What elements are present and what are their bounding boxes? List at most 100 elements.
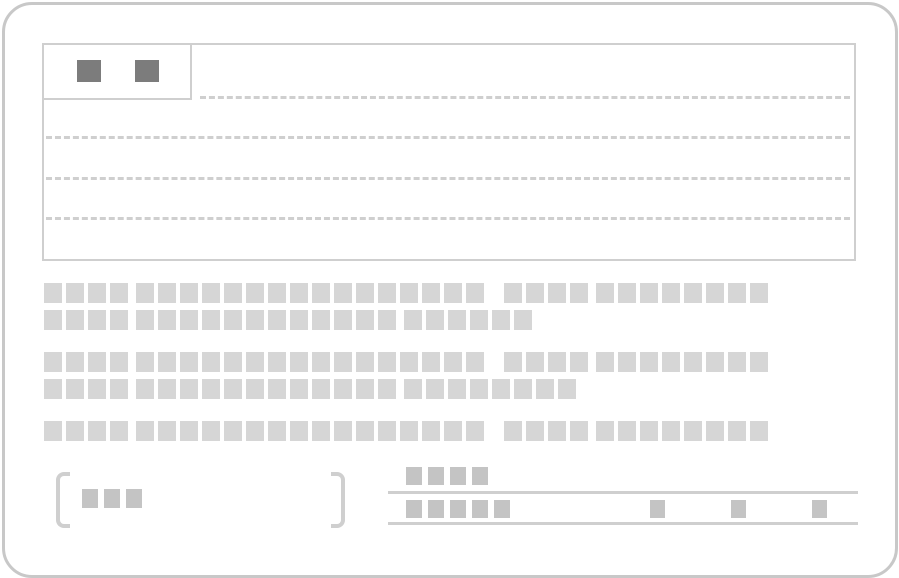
placeholder-block — [44, 310, 62, 330]
placeholder-block — [618, 421, 636, 441]
placeholder-block — [406, 467, 422, 485]
placeholder-block — [224, 421, 242, 441]
placeholder-block — [466, 421, 484, 441]
placeholder-block — [110, 283, 128, 303]
placeholder-block — [492, 379, 510, 399]
placeholder-block — [202, 283, 220, 303]
placeholder-block — [356, 379, 374, 399]
placeholder-block — [110, 352, 128, 372]
placeholder-block — [268, 352, 286, 372]
placeholder-block — [312, 283, 330, 303]
placeholder-block — [404, 379, 422, 399]
placeholder-block — [158, 352, 176, 372]
placeholder-block — [224, 310, 242, 330]
placeholder-block — [536, 379, 554, 399]
placeholder-block — [246, 379, 264, 399]
placeholder-block — [136, 283, 154, 303]
placeholder-block — [444, 421, 462, 441]
placeholder-block — [504, 352, 522, 372]
placeholder-block — [378, 352, 396, 372]
placeholder-block — [246, 283, 264, 303]
placeholder-block — [88, 310, 106, 330]
placeholder-block — [312, 379, 330, 399]
placeholder-block — [514, 310, 532, 330]
dashed-line — [46, 136, 850, 139]
placeholder-block — [728, 421, 746, 441]
placeholder-block — [312, 352, 330, 372]
placeholder-block — [596, 421, 614, 441]
placeholder-block — [66, 310, 84, 330]
placeholder-block — [246, 352, 264, 372]
placeholder-block — [356, 283, 374, 303]
placeholder-block — [548, 283, 566, 303]
upper-panel — [42, 43, 856, 261]
placeholder-block — [596, 352, 614, 372]
placeholder-block — [640, 352, 658, 372]
placeholder-block — [290, 352, 308, 372]
placeholder-block — [448, 310, 466, 330]
placeholder-block — [44, 421, 62, 441]
placeholder-block — [450, 500, 466, 518]
placeholder-block — [728, 283, 746, 303]
placeholder-block — [684, 352, 702, 372]
placeholder-block — [548, 421, 566, 441]
placeholder-block — [650, 500, 665, 518]
divider-line — [388, 522, 858, 525]
placeholder-block — [444, 352, 462, 372]
placeholder-block — [246, 310, 264, 330]
placeholder-block — [180, 379, 198, 399]
marker-square — [77, 60, 101, 82]
placeholder-block — [444, 283, 462, 303]
placeholder-block — [596, 283, 614, 303]
placeholder-block — [492, 310, 510, 330]
placeholder-text-row — [44, 310, 536, 330]
placeholder-block — [750, 283, 768, 303]
placeholder-block — [66, 352, 84, 372]
placeholder-block — [268, 421, 286, 441]
placeholder-block — [750, 421, 768, 441]
placeholder-block — [504, 421, 522, 441]
placeholder-block — [66, 421, 84, 441]
placeholder-block — [110, 379, 128, 399]
placeholder-block — [44, 283, 62, 303]
placeholder-block — [400, 352, 418, 372]
placeholder-block — [404, 310, 422, 330]
placeholder-block — [406, 500, 422, 518]
placeholder-block — [618, 283, 636, 303]
placeholder-block — [224, 352, 242, 372]
placeholder-block — [202, 352, 220, 372]
placeholder-text-row — [44, 421, 772, 441]
placeholder-block — [514, 379, 532, 399]
placeholder-block — [706, 283, 724, 303]
placeholder-block — [450, 467, 466, 485]
dashed-line — [200, 96, 850, 99]
placeholder-block — [640, 421, 658, 441]
placeholder-block — [88, 379, 106, 399]
placeholder-block — [731, 500, 746, 518]
placeholder-block — [684, 421, 702, 441]
placeholder-block — [706, 421, 724, 441]
placeholder-block — [640, 283, 658, 303]
placeholder-block — [422, 421, 440, 441]
placeholder-block — [268, 379, 286, 399]
placeholder-block — [426, 379, 444, 399]
placeholder-block — [466, 283, 484, 303]
placeholder-block — [428, 467, 444, 485]
placeholder-block — [290, 310, 308, 330]
placeholder-block — [334, 379, 352, 399]
placeholder-block — [88, 283, 106, 303]
placeholder-block — [422, 283, 440, 303]
placeholder-block — [110, 421, 128, 441]
placeholder-block — [526, 421, 544, 441]
placeholder-block — [44, 352, 62, 372]
placeholder-block — [268, 310, 286, 330]
placeholder-block — [268, 283, 286, 303]
dashed-line — [46, 217, 850, 220]
placeholder-block — [202, 421, 220, 441]
placeholder-block — [158, 421, 176, 441]
placeholder-block — [472, 500, 488, 518]
placeholder-block — [104, 489, 120, 508]
placeholder-block — [224, 283, 242, 303]
placeholder-block — [202, 379, 220, 399]
placeholder-block — [356, 421, 374, 441]
